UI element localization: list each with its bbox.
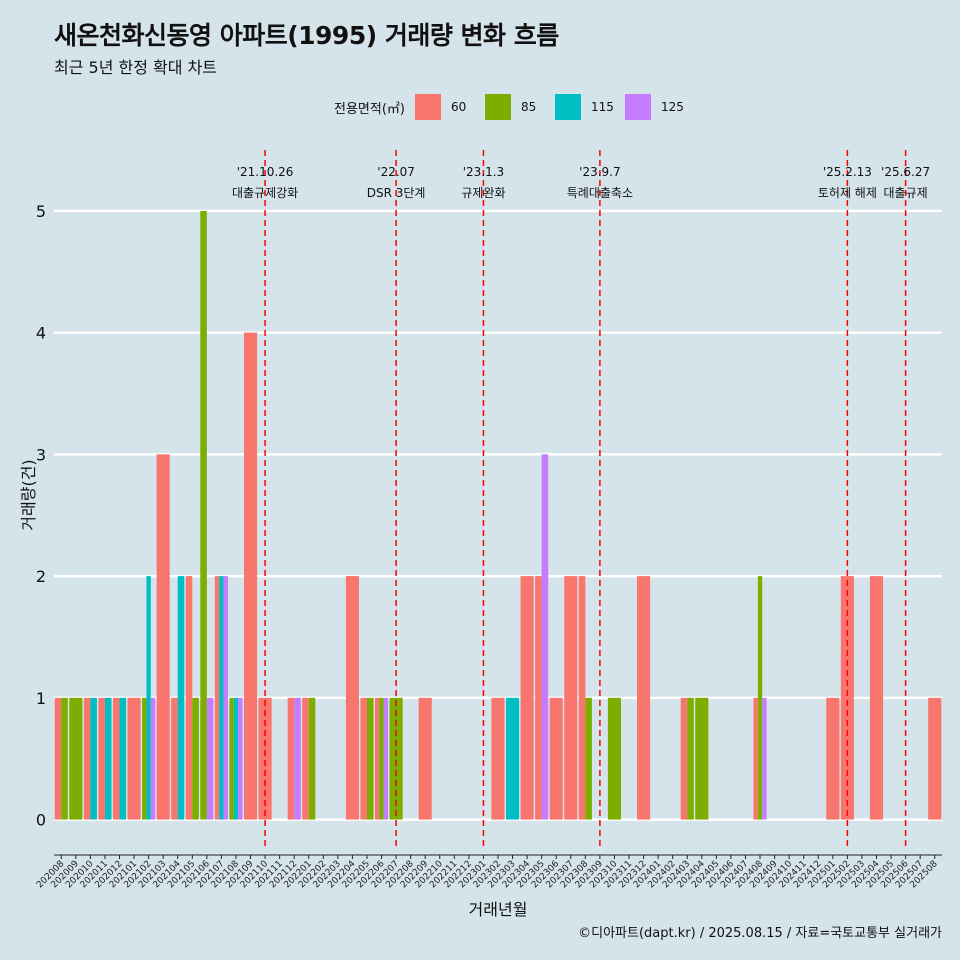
legend-swatch-60	[414, 94, 441, 120]
bar-125-202206	[383, 697, 389, 820]
event-label: 특례대출축소	[567, 186, 633, 200]
bar-60-202107	[214, 576, 220, 820]
bar-60-202105	[185, 576, 193, 820]
bar-60-202312	[637, 576, 651, 820]
bar-85-202205	[366, 697, 374, 820]
bar-125-202112	[294, 697, 301, 820]
bar-60-202304	[520, 576, 534, 820]
y-tick-label: 0	[36, 811, 46, 830]
legend-item-60: 60	[414, 94, 475, 120]
bar-115-202104	[177, 576, 185, 820]
y-tick-label: 2	[36, 567, 46, 586]
bar-85-202206	[379, 697, 384, 820]
bar-60-202008	[54, 697, 62, 820]
bar-60-202502	[840, 576, 854, 820]
bar-60-202010	[83, 697, 91, 820]
bar-85-202308	[585, 697, 592, 820]
bar-85-202105	[192, 697, 199, 820]
event-date-label: '25.2.13	[823, 165, 872, 179]
y-tick-label: 5	[36, 202, 46, 221]
bar-125-202305	[541, 454, 549, 820]
legend-swatch-115	[554, 94, 581, 120]
bar-60-202110	[258, 697, 272, 820]
bar-115-202012	[119, 697, 127, 820]
bar-60-202204	[345, 576, 359, 820]
bar-60-202205	[360, 697, 367, 820]
event-label: DSR 3단계	[367, 186, 426, 200]
event-date-label: '22.07	[377, 165, 415, 179]
bar-85-202106	[200, 210, 207, 820]
chart-title: 새온천화신동영 아파트(1995) 거래량 변화 흐름	[54, 21, 559, 50]
bar-60-202112	[287, 697, 295, 820]
bar-60-202504	[869, 576, 884, 820]
bar-60-202501	[826, 697, 840, 820]
legend-title: 전용면적(㎡)	[334, 101, 405, 117]
legend-swatch-85	[484, 94, 511, 120]
bar-60-202012	[112, 697, 120, 820]
bar-85-202108	[229, 697, 234, 820]
y-tick-label: 4	[36, 324, 46, 343]
bar-60-202011	[98, 697, 105, 820]
bar-85-202009	[69, 697, 83, 820]
bar-85-202310	[607, 697, 622, 820]
bar-85-202404	[695, 697, 709, 820]
legend-label-60: 60	[450, 100, 467, 114]
bar-60-202308	[578, 576, 586, 820]
bar-60-202403	[680, 697, 688, 820]
bar-115-202102	[146, 576, 151, 820]
bar-125-202107	[223, 576, 228, 820]
x-axis-title: 거래년월	[469, 900, 528, 919]
bar-60-202508	[928, 697, 942, 820]
bar-115-202303	[506, 697, 520, 820]
bar-60-202302	[491, 697, 505, 820]
legend-label-115: 115	[590, 100, 614, 114]
legend: 전용면적(㎡) 60 85 115 125	[334, 92, 695, 122]
event-date-label: '23.9.7	[579, 165, 620, 179]
bar-125-202408	[762, 697, 767, 820]
event-date-label: '25.6.27	[881, 165, 930, 179]
bar-60-202104	[171, 697, 178, 820]
bar-85-202408	[757, 576, 763, 820]
bar-60-202209	[418, 697, 432, 820]
legend-item-125: 125	[624, 94, 685, 120]
bar-60-202206	[374, 697, 380, 820]
event-label: 대출규제	[884, 186, 928, 200]
bar-115-202011	[104, 697, 112, 820]
bar-85-202102	[142, 697, 147, 820]
bar-60-202201	[302, 697, 309, 820]
event-date-label: '21.10.26	[237, 165, 294, 179]
legend-item-85: 85	[484, 94, 545, 120]
bar-85-202403	[687, 697, 694, 820]
event-label: 토허제 해제	[818, 186, 877, 200]
chart-subtitle: 최근 5년 한정 확대 차트	[54, 58, 218, 77]
legend-label-125: 125	[660, 100, 684, 114]
bar-115-202010	[90, 697, 97, 820]
bar-115-202107	[219, 576, 224, 820]
bar-85-202207	[389, 697, 403, 820]
bar-85-202008	[61, 697, 68, 820]
bar-85-202201	[308, 697, 316, 820]
legend-swatch-125	[624, 94, 651, 120]
y-tick-label: 3	[36, 445, 46, 464]
bar-60-202101	[127, 697, 141, 820]
event-label: 규제완화	[461, 186, 505, 200]
bar-60-202305	[535, 576, 542, 820]
legend-label-85: 85	[520, 100, 537, 114]
bar-60-202307	[564, 576, 578, 820]
event-date-label: '23.1.3	[463, 165, 504, 179]
bar-60-202109	[243, 332, 258, 820]
bar-60-202408	[753, 697, 758, 820]
y-axis-title: 거래량(건)	[19, 459, 38, 530]
event-label: 대출규제강화	[232, 186, 298, 200]
bar-60-202103	[156, 454, 170, 820]
y-tick-label: 1	[36, 689, 46, 708]
bar-125-202108	[238, 697, 243, 820]
bar-60-202306	[549, 697, 563, 820]
caption: ©디아파트(dapt.kr) / 2025.08.15 / 자료=국토교통부 실…	[578, 926, 942, 941]
bar-125-202106	[206, 697, 214, 820]
bar-115-202108	[233, 697, 239, 820]
legend-item-115: 115	[554, 94, 615, 120]
bar-125-202102	[150, 697, 156, 820]
